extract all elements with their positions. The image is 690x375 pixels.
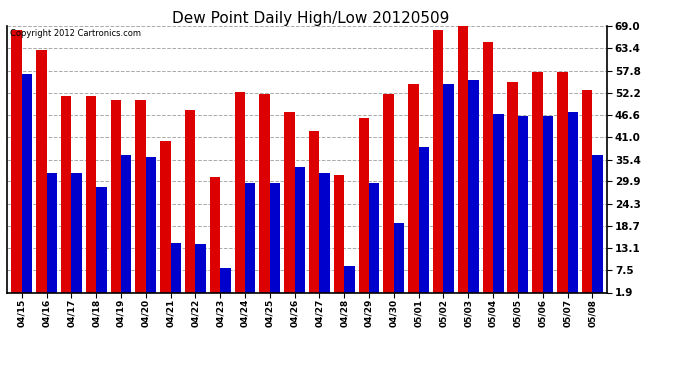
Bar bbox=[543, 116, 553, 292]
Bar bbox=[295, 167, 305, 292]
Bar bbox=[22, 74, 32, 292]
Bar bbox=[433, 30, 444, 292]
Bar bbox=[483, 42, 493, 292]
Bar bbox=[384, 94, 394, 292]
Bar bbox=[557, 72, 567, 292]
Bar bbox=[309, 131, 319, 292]
Bar bbox=[582, 90, 592, 292]
Bar bbox=[210, 177, 220, 292]
Bar bbox=[458, 22, 469, 293]
Bar bbox=[567, 111, 578, 292]
Bar bbox=[121, 155, 131, 292]
Bar bbox=[146, 157, 156, 292]
Bar bbox=[344, 266, 355, 292]
Bar bbox=[235, 92, 245, 292]
Bar bbox=[110, 100, 121, 292]
Bar bbox=[11, 30, 22, 292]
Bar bbox=[270, 183, 280, 292]
Bar bbox=[195, 244, 206, 292]
Text: Copyright 2012 Cartronics.com: Copyright 2012 Cartronics.com bbox=[10, 29, 141, 38]
Bar bbox=[359, 117, 369, 292]
Bar bbox=[96, 187, 107, 292]
Bar bbox=[47, 173, 57, 292]
Bar bbox=[319, 173, 330, 292]
Bar bbox=[259, 94, 270, 292]
Bar bbox=[86, 96, 96, 292]
Bar bbox=[408, 84, 419, 292]
Bar bbox=[507, 82, 518, 292]
Bar bbox=[518, 116, 529, 292]
Bar bbox=[220, 268, 230, 292]
Bar bbox=[334, 175, 344, 292]
Bar bbox=[160, 141, 170, 292]
Bar bbox=[170, 243, 181, 292]
Bar bbox=[284, 111, 295, 292]
Bar bbox=[36, 50, 47, 292]
Bar bbox=[419, 147, 429, 292]
Bar bbox=[469, 80, 479, 292]
Bar bbox=[592, 155, 603, 292]
Bar bbox=[185, 110, 195, 292]
Text: Dew Point Daily High/Low 20120509: Dew Point Daily High/Low 20120509 bbox=[172, 11, 449, 26]
Bar bbox=[369, 183, 380, 292]
Bar bbox=[394, 223, 404, 292]
Bar bbox=[493, 114, 504, 292]
Bar bbox=[444, 84, 454, 292]
Bar bbox=[532, 72, 543, 292]
Bar bbox=[61, 96, 71, 292]
Bar bbox=[245, 183, 255, 292]
Bar bbox=[135, 100, 146, 292]
Bar bbox=[71, 173, 82, 292]
